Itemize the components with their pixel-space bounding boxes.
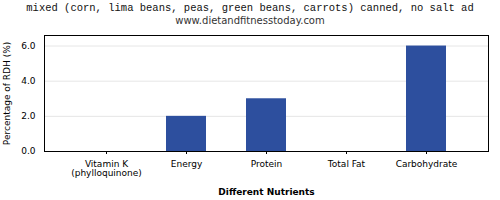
svg-text:Energy: Energy (171, 159, 203, 169)
svg-text:Total Fat: Total Fat (327, 159, 366, 169)
svg-text:Percentage of RDH (%): Percentage of RDH (%) (2, 42, 12, 145)
svg-text:Vitamin K(phylloquinone): Vitamin K(phylloquinone) (71, 159, 142, 178)
svg-text:4.0: 4.0 (21, 76, 36, 86)
svg-text:Different Nutrients: Different Nutrients (218, 187, 314, 197)
html-text:www.dietandfitnesstoday.com: www.dietandfitnesstoday.com (175, 15, 325, 26)
html-text:mixed (corn, lima beans, peas,: mixed (corn, lima beans, peas, green bea… (26, 2, 474, 14)
svg-text:2.0: 2.0 (21, 111, 36, 121)
svg-text:0.0: 0.0 (21, 146, 36, 156)
svg-text:Protein: Protein (251, 159, 283, 169)
svg-text:Carbohydrate: Carbohydrate (396, 159, 458, 169)
svg-text:6.0: 6.0 (21, 41, 36, 51)
